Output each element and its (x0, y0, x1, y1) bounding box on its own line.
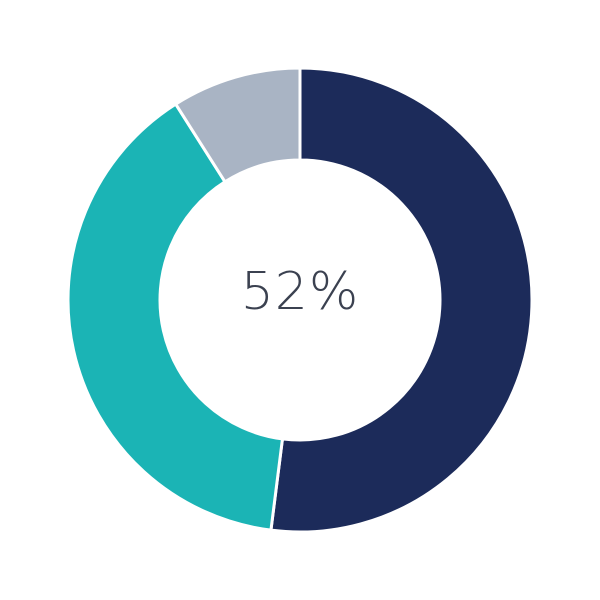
donut-slice-2 (173, 66, 302, 184)
center-percentage-label: 52% (240, 262, 360, 322)
donut-slice-1 (66, 102, 285, 532)
donut-slice-0 (269, 66, 534, 534)
